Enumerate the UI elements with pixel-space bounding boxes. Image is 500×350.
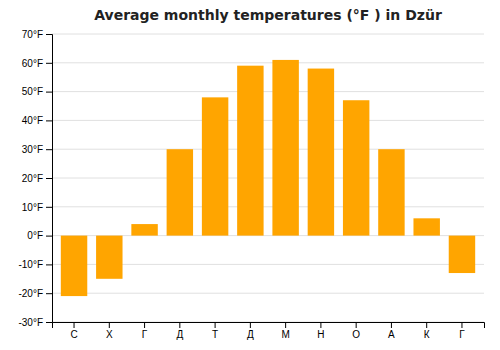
x-tick: Т (212, 322, 218, 340)
y-tick: 10°F (22, 202, 52, 213)
tick-label: -20°F (18, 288, 43, 299)
tick-label: О (352, 329, 360, 340)
y-tick: 50°F (22, 86, 52, 97)
x-axis: СХГДТДМНОАКГ (53, 322, 485, 340)
grid-line (52, 149, 484, 150)
tick-label: М (281, 329, 289, 340)
grid-line (52, 178, 484, 179)
tick-mark (46, 293, 52, 294)
x-tick: Д (247, 322, 254, 340)
tick-label: К (424, 329, 430, 340)
bar (343, 100, 369, 235)
x-tick: С (70, 322, 77, 340)
tick-label: Г (459, 329, 465, 340)
tick-mark (285, 322, 286, 328)
tick-label: 30°F (22, 144, 43, 155)
axis-line (53, 323, 485, 329)
tick-mark (179, 322, 180, 328)
tick-mark (46, 264, 52, 265)
tick-mark (46, 207, 52, 208)
x-tick: А (388, 322, 395, 340)
tick-label: 60°F (22, 58, 43, 69)
tick-mark (46, 120, 52, 121)
bar (61, 236, 87, 296)
x-tick: Х (106, 322, 113, 340)
y-tick: -20°F (18, 288, 52, 299)
tick-mark (391, 322, 392, 328)
tick-mark (356, 322, 357, 328)
y-tick: 0°F (27, 230, 52, 241)
tick-mark (46, 34, 52, 35)
tick-label: -30°F (18, 317, 43, 328)
axis-line (46, 35, 53, 323)
x-tick: Г (142, 322, 148, 340)
tick-mark (46, 322, 52, 323)
grid-line (52, 206, 484, 207)
tick-mark (144, 322, 145, 328)
tick-mark (46, 178, 52, 179)
bar (449, 236, 475, 273)
tick-label: 40°F (22, 115, 43, 126)
bar (96, 236, 122, 279)
bar (272, 60, 298, 236)
tick-mark (426, 322, 427, 328)
tick-mark (46, 149, 52, 150)
tick-mark (46, 63, 52, 64)
y-tick: -30°F (18, 317, 52, 328)
bar (378, 149, 404, 235)
bar (131, 224, 157, 236)
y-tick: 30°F (22, 144, 52, 155)
tick-label: Д (247, 329, 254, 340)
tick-mark (46, 236, 52, 237)
tick-label: Д (176, 329, 183, 340)
x-tick: К (424, 322, 430, 340)
tick-label: 50°F (22, 86, 43, 97)
grid-line (52, 120, 484, 121)
y-tick: 70°F (22, 29, 52, 40)
tick-mark (461, 322, 462, 328)
y-tick: 20°F (22, 173, 52, 184)
title: Average monthly temperatures (°F ) in Dz… (94, 7, 442, 23)
tick-mark (320, 322, 321, 328)
tick-label: Г (142, 329, 148, 340)
chart: -30°F -20°F -10°F 0°F 10°F 20°F 30°F 40°F 50°F 60… (0, 0, 500, 350)
grid-line (52, 91, 484, 92)
grid-line (52, 34, 484, 35)
y-tick: 40°F (22, 115, 52, 126)
tick-label: Х (106, 329, 113, 340)
grid-line (52, 62, 484, 63)
tick-label: А (388, 329, 395, 340)
bar (202, 97, 228, 235)
tick-label: Н (317, 329, 324, 340)
y-tick: -10°F (18, 259, 52, 270)
bar (413, 218, 439, 235)
x-tick: Г (459, 322, 465, 340)
x-tick: Д (176, 322, 183, 340)
tick-label: Т (212, 329, 218, 340)
bar (308, 69, 334, 236)
bar (167, 149, 193, 235)
tick-label: 0°F (27, 230, 43, 241)
tick-mark (250, 322, 251, 328)
x-tick: Н (317, 322, 324, 340)
tick-mark (215, 322, 216, 328)
grid-line (52, 293, 484, 294)
tick-mark (74, 322, 75, 328)
grid (52, 34, 484, 322)
x-tick: М (281, 322, 289, 340)
tick-mark (46, 92, 52, 93)
tick-label: 70°F (22, 29, 43, 40)
y-axis: -30°F -20°F -10°F 0°F 10°F 20°F 30°F 40°F 50°F 60… (18, 29, 52, 328)
bar (237, 66, 263, 236)
tick-label: 10°F (22, 202, 43, 213)
y-tick: 60°F (22, 58, 52, 69)
tick-label: 20°F (22, 173, 43, 184)
x-tick: О (352, 322, 360, 340)
tick-label: С (70, 329, 77, 340)
tick-label: -10°F (18, 259, 43, 270)
tick-mark (109, 322, 110, 328)
plot: -30°F -20°F -10°F 0°F 10°F 20°F 30°F 40°F 50°F 60… (18, 29, 484, 340)
bars (61, 60, 475, 296)
